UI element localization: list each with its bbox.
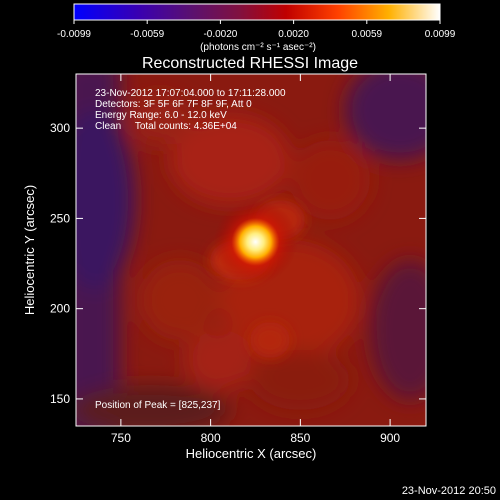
colorbar-tick-label: -0.0099: [57, 29, 91, 40]
info-time-range: 23-Nov-2012 17:07:04.000 to 17:11:28.000: [95, 88, 286, 99]
footer-timestamp: 23-Nov-2012 20:50: [402, 485, 496, 497]
colorbar-tick-label: 0.0020: [278, 29, 309, 40]
colorbar-scale: [73, 3, 441, 21]
flare-peak-marker: [231, 217, 280, 266]
x-axis-label: Heliocentric X (arcsec): [186, 446, 317, 461]
x-tick-label: 800: [201, 431, 221, 445]
x-tick-label: 850: [290, 431, 310, 445]
info-clean-counts: Clean Total counts: 4.36E+04: [95, 121, 237, 132]
y-tick-label: 200: [50, 302, 70, 316]
y-axis-ticks: 150 200 250 300: [50, 121, 426, 406]
info-detectors: Detectors: 3F 5F 6F 7F 8F 9F, Att 0: [95, 99, 252, 110]
colorbar: -0.0099 -0.0059 -0.0020 0.0020 0.0059 0.0099 …: [57, 3, 456, 53]
observation-info: 23-Nov-2012 17:07:04.000 to 17:11:28.000…: [95, 88, 286, 132]
colorbar-ticks: -0.0099 -0.0059 -0.0020 0.0020 0.0059 0.0099: [57, 20, 456, 40]
x-axis-ticks: 750 800 850 900: [111, 74, 400, 445]
x-tick-label: 750: [111, 431, 131, 445]
y-axis-label: Heliocentric Y (arcsec): [22, 185, 37, 315]
colorbar-label: (photons cm⁻² s⁻¹ asec⁻²): [200, 42, 316, 53]
colorbar-tick-label: -0.0020: [203, 29, 237, 40]
plot-frame: [75, 73, 427, 427]
chart-title: Reconstructed RHESSI Image: [142, 55, 358, 72]
info-energy-range: Energy Range: 6.0 - 12.0 keV: [95, 110, 227, 121]
colorbar-tick-label: 0.0099: [425, 29, 456, 40]
colorbar-tick-label: -0.0059: [130, 29, 164, 40]
y-tick-label: 150: [50, 392, 70, 406]
y-tick-label: 300: [50, 121, 70, 135]
x-tick-label: 900: [380, 431, 400, 445]
peak-position-note: Position of Peak = [825,237]: [95, 400, 221, 411]
colorbar-tick-label: 0.0059: [352, 29, 383, 40]
heatmap-image: [76, 74, 426, 426]
y-tick-label: 250: [50, 211, 70, 225]
